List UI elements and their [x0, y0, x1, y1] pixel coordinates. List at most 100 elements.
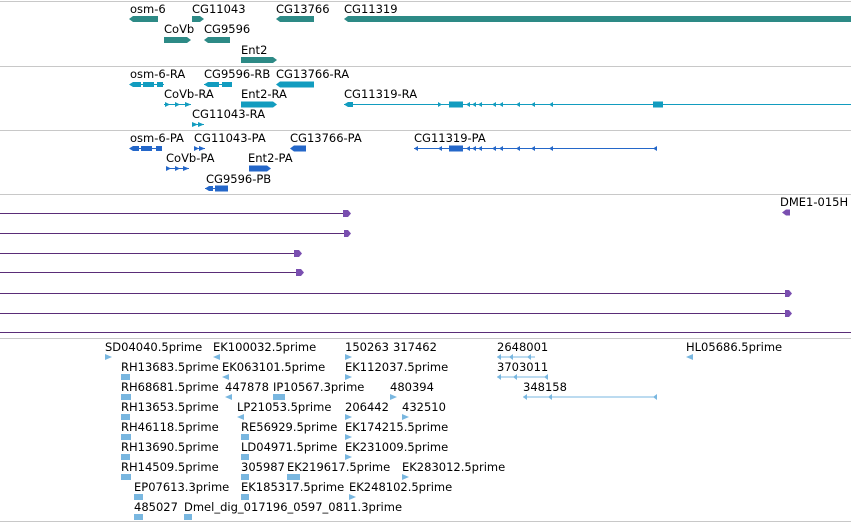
alignment-track: DME1-015H	[0, 195, 851, 333]
est-label: 432510	[402, 400, 446, 414]
est-feature[interactable]	[241, 434, 249, 440]
est-label: 2648001	[497, 340, 548, 354]
est-label: 305987	[241, 460, 285, 474]
gene-label-osm-6: osm-6	[130, 2, 166, 16]
protein-feature-ent2-pa[interactable]	[249, 166, 271, 172]
est-label: EK283012.5prime	[402, 460, 505, 474]
gene-feature-cg13766[interactable]	[276, 16, 314, 22]
est-feature[interactable]	[134, 514, 143, 520]
est-feature[interactable]	[121, 394, 131, 400]
est-feature[interactable]	[225, 394, 232, 400]
protein-label-cg9596-pb: CG9596-PB	[206, 172, 271, 186]
est-label: RH13690.5prime	[121, 440, 219, 454]
alignment-row-5[interactable]	[0, 290, 792, 297]
est-label: 348158	[523, 380, 567, 394]
est-label: RH14509.5prime	[121, 460, 219, 474]
protein-label-covb-pa: CoVb-PA	[166, 151, 215, 165]
alignment-feature-dme1-015h[interactable]	[782, 210, 790, 216]
est-label: EK174215.5prime	[345, 420, 448, 434]
protein-feature-cg11319-pa[interactable]	[414, 146, 657, 152]
alignment-label-dme1-015h: DME1-015H	[780, 195, 848, 209]
est-label: RH68681.5prime	[121, 380, 219, 394]
transcript-track: osm-6-RA CG9596-RB CG13766-RA CoVb-RA En…	[129, 67, 851, 127]
gene-feature-covb[interactable]	[164, 37, 191, 43]
est-feature[interactable]	[241, 474, 249, 480]
est-label: LP21053.5prime	[237, 400, 331, 414]
protein-label-cg13766-pa: CG13766-PA	[290, 131, 362, 145]
transcript-feature-cg13766-ra[interactable]	[276, 82, 314, 88]
est-label: EK231009.5prime	[345, 440, 448, 454]
est-label: IP10567.3prime	[273, 380, 364, 394]
est-label: 480394	[390, 380, 434, 394]
gene-track: osm-6 CG11043 CG13766 CG11319 CoVb CG959…	[129, 2, 851, 63]
gene-feature-cg9596[interactable]	[204, 37, 230, 43]
gene-feature-cg11043[interactable]	[192, 16, 204, 22]
transcript-feature-ent2-ra[interactable]	[241, 102, 277, 108]
transcript-label-cg13766-ra: CG13766-RA	[276, 67, 349, 81]
gene-label-ent2: Ent2	[241, 43, 267, 57]
est-feature[interactable]	[241, 454, 249, 460]
est-label: EK219617.5prime	[287, 460, 390, 474]
gene-label-covb: CoVb	[164, 22, 194, 36]
est-feature[interactable]	[121, 454, 130, 460]
est-feature[interactable]	[273, 394, 285, 400]
est-label: RH13653.5prime	[121, 400, 219, 414]
est-label: EK185317.5prime	[241, 480, 344, 494]
gene-label-cg11043: CG11043	[192, 2, 246, 16]
est-feature[interactable]	[241, 494, 249, 500]
transcript-feature-cg11319-ra[interactable]	[344, 102, 851, 108]
est-label: RE56929.5prime	[241, 420, 337, 434]
transcript-label-cg11319-ra: CG11319-RA	[344, 87, 417, 101]
protein-feature-covb-pa[interactable]	[166, 166, 189, 171]
est-label: 447878	[225, 380, 269, 394]
est-feature[interactable]	[121, 474, 131, 480]
est-feature[interactable]	[390, 394, 397, 400]
est-label: EP07613.3prime	[134, 480, 229, 494]
gene-feature-osm-6[interactable]	[129, 16, 158, 22]
est-feature[interactable]	[134, 494, 143, 500]
est-feature[interactable]	[523, 394, 657, 400]
est-label: Dmel_dig_017196_0597_0811.3prime	[184, 500, 402, 514]
gene-feature-ent2[interactable]	[241, 57, 277, 63]
alignment-row-3[interactable]	[0, 250, 302, 257]
est-feature[interactable]	[184, 514, 192, 520]
transcript-label-ent2-ra: Ent2-RA	[241, 87, 287, 101]
est-track: SD04040.5prime EK100032.5prime 150263 31…	[105, 340, 782, 520]
transcript-feature-osm-6-ra[interactable]	[129, 82, 164, 87]
gene-label-cg13766: CG13766	[276, 2, 330, 16]
alignment-row-6[interactable]	[0, 310, 792, 317]
transcript-feature-covb-ra[interactable]	[164, 102, 191, 107]
est-feature[interactable]	[121, 414, 130, 420]
est-label: 3703011	[497, 360, 548, 374]
protein-label-cg11319-pa: CG11319-PA	[414, 131, 486, 145]
protein-feature-osm-6-pa[interactable]	[129, 146, 162, 151]
protein-label-osm-6-pa: osm-6-PA	[130, 131, 184, 145]
est-label: RH46118.5prime	[121, 420, 219, 434]
gene-feature-cg11319[interactable]	[344, 16, 851, 22]
est-feature[interactable]	[287, 474, 300, 480]
est-label: EK112037.5prime	[345, 360, 448, 374]
protein-label-cg11043-pa: CG11043-PA	[194, 131, 266, 145]
transcript-feature-cg9596-rb[interactable]	[204, 82, 232, 87]
est-label: LD04971.5prime	[241, 440, 337, 454]
protein-track: osm-6-PA CG11043-PA CG13766-PA CG11319-P…	[129, 131, 657, 192]
transcript-label-osm-6-ra: osm-6-RA	[130, 67, 185, 81]
est-label: SD04040.5prime	[105, 340, 202, 354]
protein-label-ent2-pa: Ent2-PA	[248, 151, 293, 165]
est-feature[interactable]	[121, 434, 131, 440]
alignment-row-1[interactable]	[0, 210, 351, 217]
transcript-label-cg9596-rb: CG9596-RB	[204, 67, 270, 81]
est-feature[interactable]	[686, 354, 693, 360]
est-label: 317462	[393, 340, 437, 354]
est-label: RH13683.5prime	[121, 360, 219, 374]
est-label: 150263	[345, 340, 389, 354]
protein-feature-cg9596-pb[interactable]	[205, 186, 228, 192]
est-label: EK063101.5prime	[222, 360, 325, 374]
transcript-feature-cg11043-ra[interactable]	[192, 122, 204, 127]
transcript-label-covb-ra: CoVb-RA	[164, 87, 214, 101]
alignment-row-2[interactable]	[0, 230, 351, 237]
est-feature[interactable]	[105, 354, 112, 360]
alignment-row-4[interactable]	[0, 269, 304, 276]
est-label: HL05686.5prime	[686, 340, 782, 354]
est-feature[interactable]	[121, 374, 130, 380]
